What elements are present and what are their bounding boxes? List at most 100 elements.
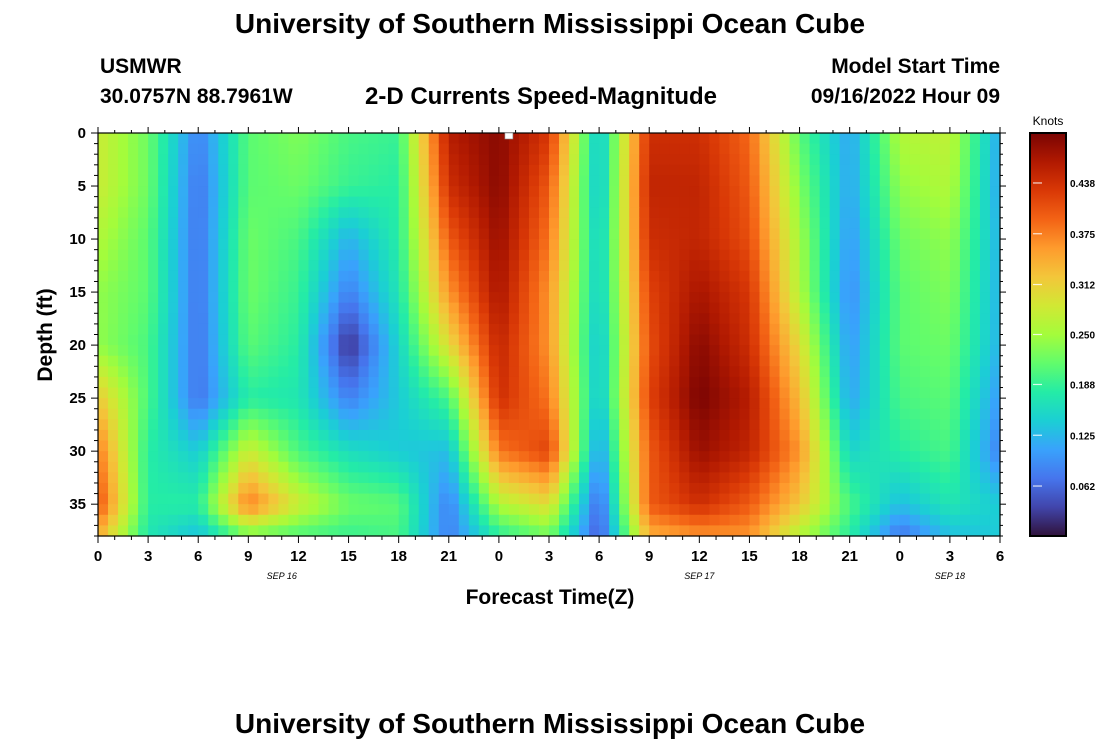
heatmap-cell [649,514,660,526]
heatmap-cell [198,345,209,357]
heatmap-cell [338,345,350,357]
heatmap-cell [428,493,440,505]
heatmap-cell [759,429,771,442]
heatmap-cell [398,440,410,452]
heatmap-cell [168,514,179,526]
heatmap-cell [458,281,470,293]
heatmap-cell [849,482,861,495]
heatmap-cell [809,270,821,283]
heatmap-cell [769,270,781,283]
heatmap-cell [148,345,159,357]
heatmap-cell [478,376,490,389]
heatmap-cell [639,429,650,442]
heatmap-cell [729,228,741,240]
heatmap-cell [508,419,520,431]
heatmap-cell [118,249,129,261]
heatmap-cell [268,281,279,293]
heatmap-cell [368,387,380,399]
heatmap-cell [138,302,149,314]
heatmap-cell [428,249,440,261]
heatmap-cell [358,376,370,389]
heatmap-cell [448,355,460,367]
heatmap-cell [298,249,310,261]
heatmap-cell [599,143,610,155]
heatmap-cell [108,196,119,208]
heatmap-cell [198,292,209,304]
heatmap-cell [368,164,380,177]
heatmap-cell [298,493,310,505]
heatmap-cell [619,302,630,314]
heatmap-cell [528,419,540,431]
heatmap-cell [138,429,149,442]
heatmap-cell [569,302,580,314]
heatmap-cell [679,249,690,261]
heatmap-cell [559,270,570,283]
heatmap-cell [949,440,961,452]
heatmap-cell [108,217,119,230]
heatmap-cell [799,472,811,484]
heatmap-cell [689,482,700,495]
heatmap-cell [969,196,981,208]
heatmap-cell [278,482,290,495]
heatmap-cell [789,154,801,166]
heatmap-cell [238,154,249,166]
heatmap-cell [298,313,310,325]
heatmap-cell [679,345,690,357]
heatmap-cell [488,186,500,198]
heatmap-cell [418,482,430,495]
heatmap-cell [669,493,680,505]
heatmap-cell [158,164,169,177]
heatmap-cell [589,133,600,145]
heatmap-cell [689,217,700,230]
heatmap-cell [158,143,169,155]
heatmap-cell [819,482,831,495]
heatmap-cell [829,207,841,219]
heatmap-cell [899,387,911,399]
heatmap-cell [378,493,390,505]
heatmap-cell [579,525,590,537]
heatmap-cell [699,461,710,473]
heatmap-cell [639,143,650,155]
heatmap-cell [759,408,771,420]
heatmap-cell [589,207,600,219]
heatmap-cell [468,398,480,410]
heatmap-cell [799,217,811,230]
heatmap-cell [358,419,370,431]
heatmap-cell [188,186,199,198]
heatmap-cell [108,228,119,240]
heatmap-cell [258,292,269,304]
heatmap-cell [538,164,550,177]
heatmap-cell [739,451,751,463]
heatmap-cell [188,472,199,484]
heatmap-cell [278,461,290,473]
heatmap-cell [629,239,640,251]
heatmap-cell [869,345,881,357]
heatmap-cell [619,419,630,431]
heatmap-cell [579,133,590,145]
heatmap-cell [518,472,530,484]
heatmap-cell [418,514,430,526]
heatmap-cell [148,482,159,495]
heatmap-cell [679,504,690,516]
heatmap-cell [719,461,730,473]
heatmap-cell [518,398,530,410]
heatmap-cell [799,302,811,314]
heatmap-cell [198,239,209,251]
heatmap-cell [929,398,941,410]
heatmap-cell [438,270,450,283]
heatmap-cell [488,154,500,166]
heatmap-cell [669,472,680,484]
heatmap-cell [769,408,781,420]
heatmap-cell [579,419,590,431]
heatmap-cell [198,514,209,526]
heatmap-cell [949,323,961,336]
heatmap-cell [338,196,350,208]
heatmap-cell [518,366,530,378]
heatmap-cell [98,451,109,463]
heatmap-cell [138,239,149,251]
heatmap-cell [318,376,330,389]
heatmap-cell [318,228,330,240]
heatmap-cell [829,334,841,346]
heatmap-cell [799,429,811,442]
